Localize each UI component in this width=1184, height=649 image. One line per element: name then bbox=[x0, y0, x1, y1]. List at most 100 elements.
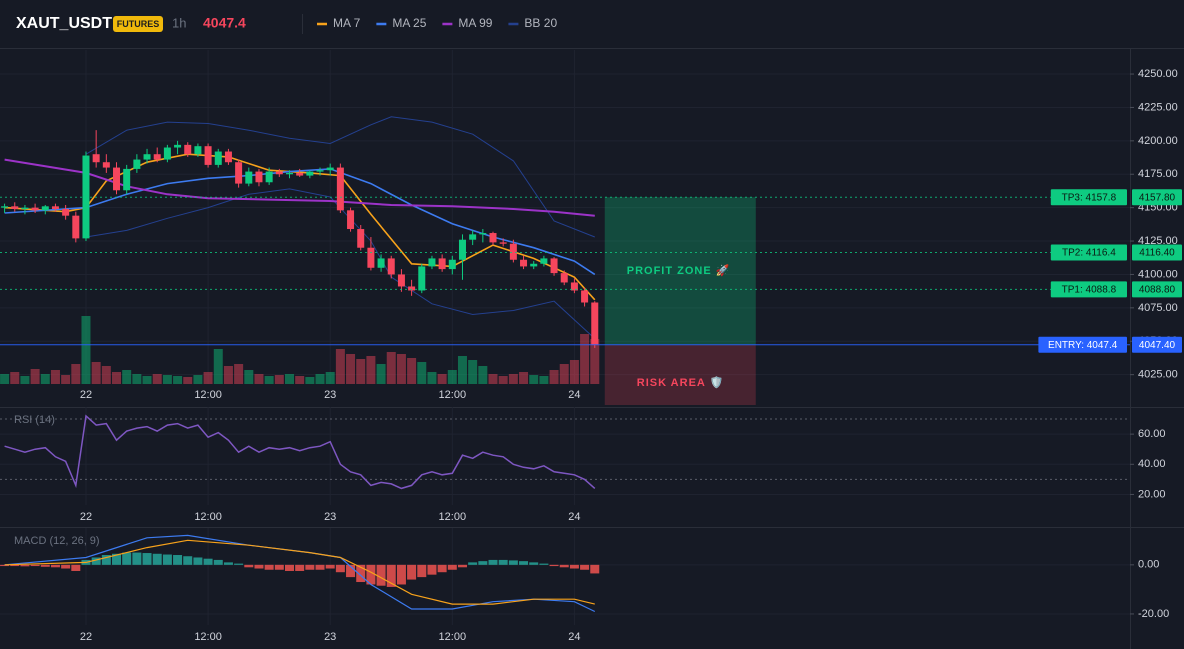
volume-bar bbox=[529, 375, 539, 384]
macd-histogram-bar bbox=[508, 560, 518, 565]
volume-bar bbox=[335, 349, 345, 384]
volume-bar bbox=[71, 364, 81, 384]
price-tag-label: 4088.80 bbox=[1139, 285, 1176, 296]
candle-body bbox=[591, 302, 599, 345]
candle-body bbox=[102, 162, 110, 168]
x-tick-label: 22 bbox=[80, 389, 92, 401]
volume-bar bbox=[427, 372, 437, 384]
volume-bar bbox=[61, 375, 71, 384]
candle-body bbox=[245, 171, 253, 184]
volume-bar bbox=[122, 370, 132, 384]
candle-body bbox=[143, 154, 151, 160]
level-tag bbox=[1038, 336, 1127, 353]
x-tick-label: 24 bbox=[568, 389, 580, 401]
candle-body bbox=[520, 259, 528, 267]
candle-body bbox=[285, 172, 293, 175]
volume-bar bbox=[539, 376, 549, 384]
y-tick-label: 40.00 bbox=[1138, 458, 1166, 470]
volume-bar bbox=[40, 374, 50, 384]
level-tag bbox=[1050, 281, 1127, 298]
candle-body bbox=[550, 258, 558, 274]
price-tag-label: 4047.40 bbox=[1139, 340, 1176, 351]
volume-bar bbox=[508, 374, 518, 384]
volume-bar bbox=[305, 377, 315, 384]
volume-bar bbox=[223, 366, 233, 384]
macd-histogram-bar bbox=[122, 552, 132, 565]
candle-body bbox=[174, 144, 182, 148]
y-tick-label: 4125.00 bbox=[1138, 235, 1178, 247]
macd-histogram-bar bbox=[346, 564, 356, 578]
macd-histogram-bar bbox=[162, 554, 172, 565]
price-tag bbox=[1132, 336, 1182, 353]
price-tag-label: 4116.40 bbox=[1139, 248, 1175, 259]
candle-body bbox=[296, 172, 304, 176]
candle-body bbox=[306, 171, 314, 176]
y-tick-label: 4075.00 bbox=[1138, 302, 1178, 314]
macd-histogram-bar bbox=[437, 564, 447, 573]
volume-bar bbox=[112, 372, 122, 384]
macd-histogram-bar bbox=[152, 553, 162, 565]
level-label: TP1: 4088.8 bbox=[1062, 285, 1117, 296]
volume-bar bbox=[356, 359, 366, 384]
volume-bar bbox=[549, 370, 559, 384]
candle-body bbox=[224, 151, 232, 163]
macd-histogram-bar bbox=[539, 563, 549, 565]
last-price: 4047.4 bbox=[203, 15, 246, 31]
volume-bar bbox=[325, 372, 335, 384]
candle-body bbox=[31, 207, 39, 211]
volume-bar bbox=[437, 374, 447, 384]
macd-histogram-bar bbox=[325, 564, 335, 569]
candle-body bbox=[458, 239, 466, 260]
macd-histogram-bar bbox=[244, 564, 254, 568]
x-tick-label: 12:00 bbox=[194, 511, 222, 523]
volume-bar bbox=[91, 362, 101, 384]
macd-histogram-bar bbox=[407, 564, 417, 580]
zone-label: RISK AREA 🛡️ bbox=[637, 376, 724, 389]
level-label: ENTRY: 4047.4 bbox=[1048, 340, 1118, 351]
macd-histogram-bar bbox=[559, 564, 569, 568]
macd-histogram-bar bbox=[71, 564, 81, 571]
macd-histogram-bar bbox=[274, 564, 284, 570]
candle-body bbox=[479, 233, 487, 235]
rsi-line bbox=[4, 414, 596, 490]
candle-body bbox=[418, 266, 426, 291]
candle-body bbox=[72, 215, 80, 239]
volume-bar bbox=[274, 375, 284, 384]
legend-label: MA 25 bbox=[392, 16, 426, 30]
candle-body bbox=[530, 263, 538, 267]
level-tag bbox=[1050, 189, 1127, 206]
candle-body bbox=[428, 258, 436, 267]
volume-bar bbox=[132, 374, 142, 384]
y-tick-label: 4225.00 bbox=[1138, 101, 1178, 113]
volume-bar bbox=[264, 376, 274, 384]
volume-bar bbox=[0, 374, 10, 384]
candle-body bbox=[163, 147, 171, 160]
candle-body bbox=[387, 258, 395, 275]
candle-body bbox=[489, 233, 497, 243]
macd-histogram-bar bbox=[30, 564, 40, 567]
macd-histogram-bar bbox=[335, 564, 345, 573]
candle-body bbox=[204, 146, 212, 165]
volume-bar bbox=[447, 370, 457, 384]
volume-bar bbox=[295, 376, 305, 384]
candle-body bbox=[1, 206, 9, 208]
volume-bar bbox=[590, 339, 600, 384]
volume-bar bbox=[183, 377, 193, 384]
volume-bar bbox=[478, 366, 488, 384]
macd-histogram-bar bbox=[519, 561, 529, 565]
candle-body bbox=[184, 144, 192, 155]
macd-histogram-bar bbox=[173, 555, 183, 565]
volume-bar bbox=[30, 369, 40, 384]
macd-histogram-bar bbox=[549, 564, 559, 567]
volume-bar bbox=[569, 360, 579, 384]
macd-histogram-bar bbox=[529, 562, 539, 565]
price-tag-label: 4157.80 bbox=[1139, 192, 1176, 203]
legend-label: MA 99 bbox=[458, 16, 492, 30]
volume-bar bbox=[213, 349, 223, 384]
macd-histogram-bar bbox=[315, 564, 325, 570]
candle-body bbox=[113, 167, 121, 191]
candle-body bbox=[581, 290, 589, 303]
macd-histogram-bar bbox=[376, 564, 386, 586]
macd-histogram-bar bbox=[488, 559, 498, 565]
candle-body bbox=[214, 151, 222, 165]
